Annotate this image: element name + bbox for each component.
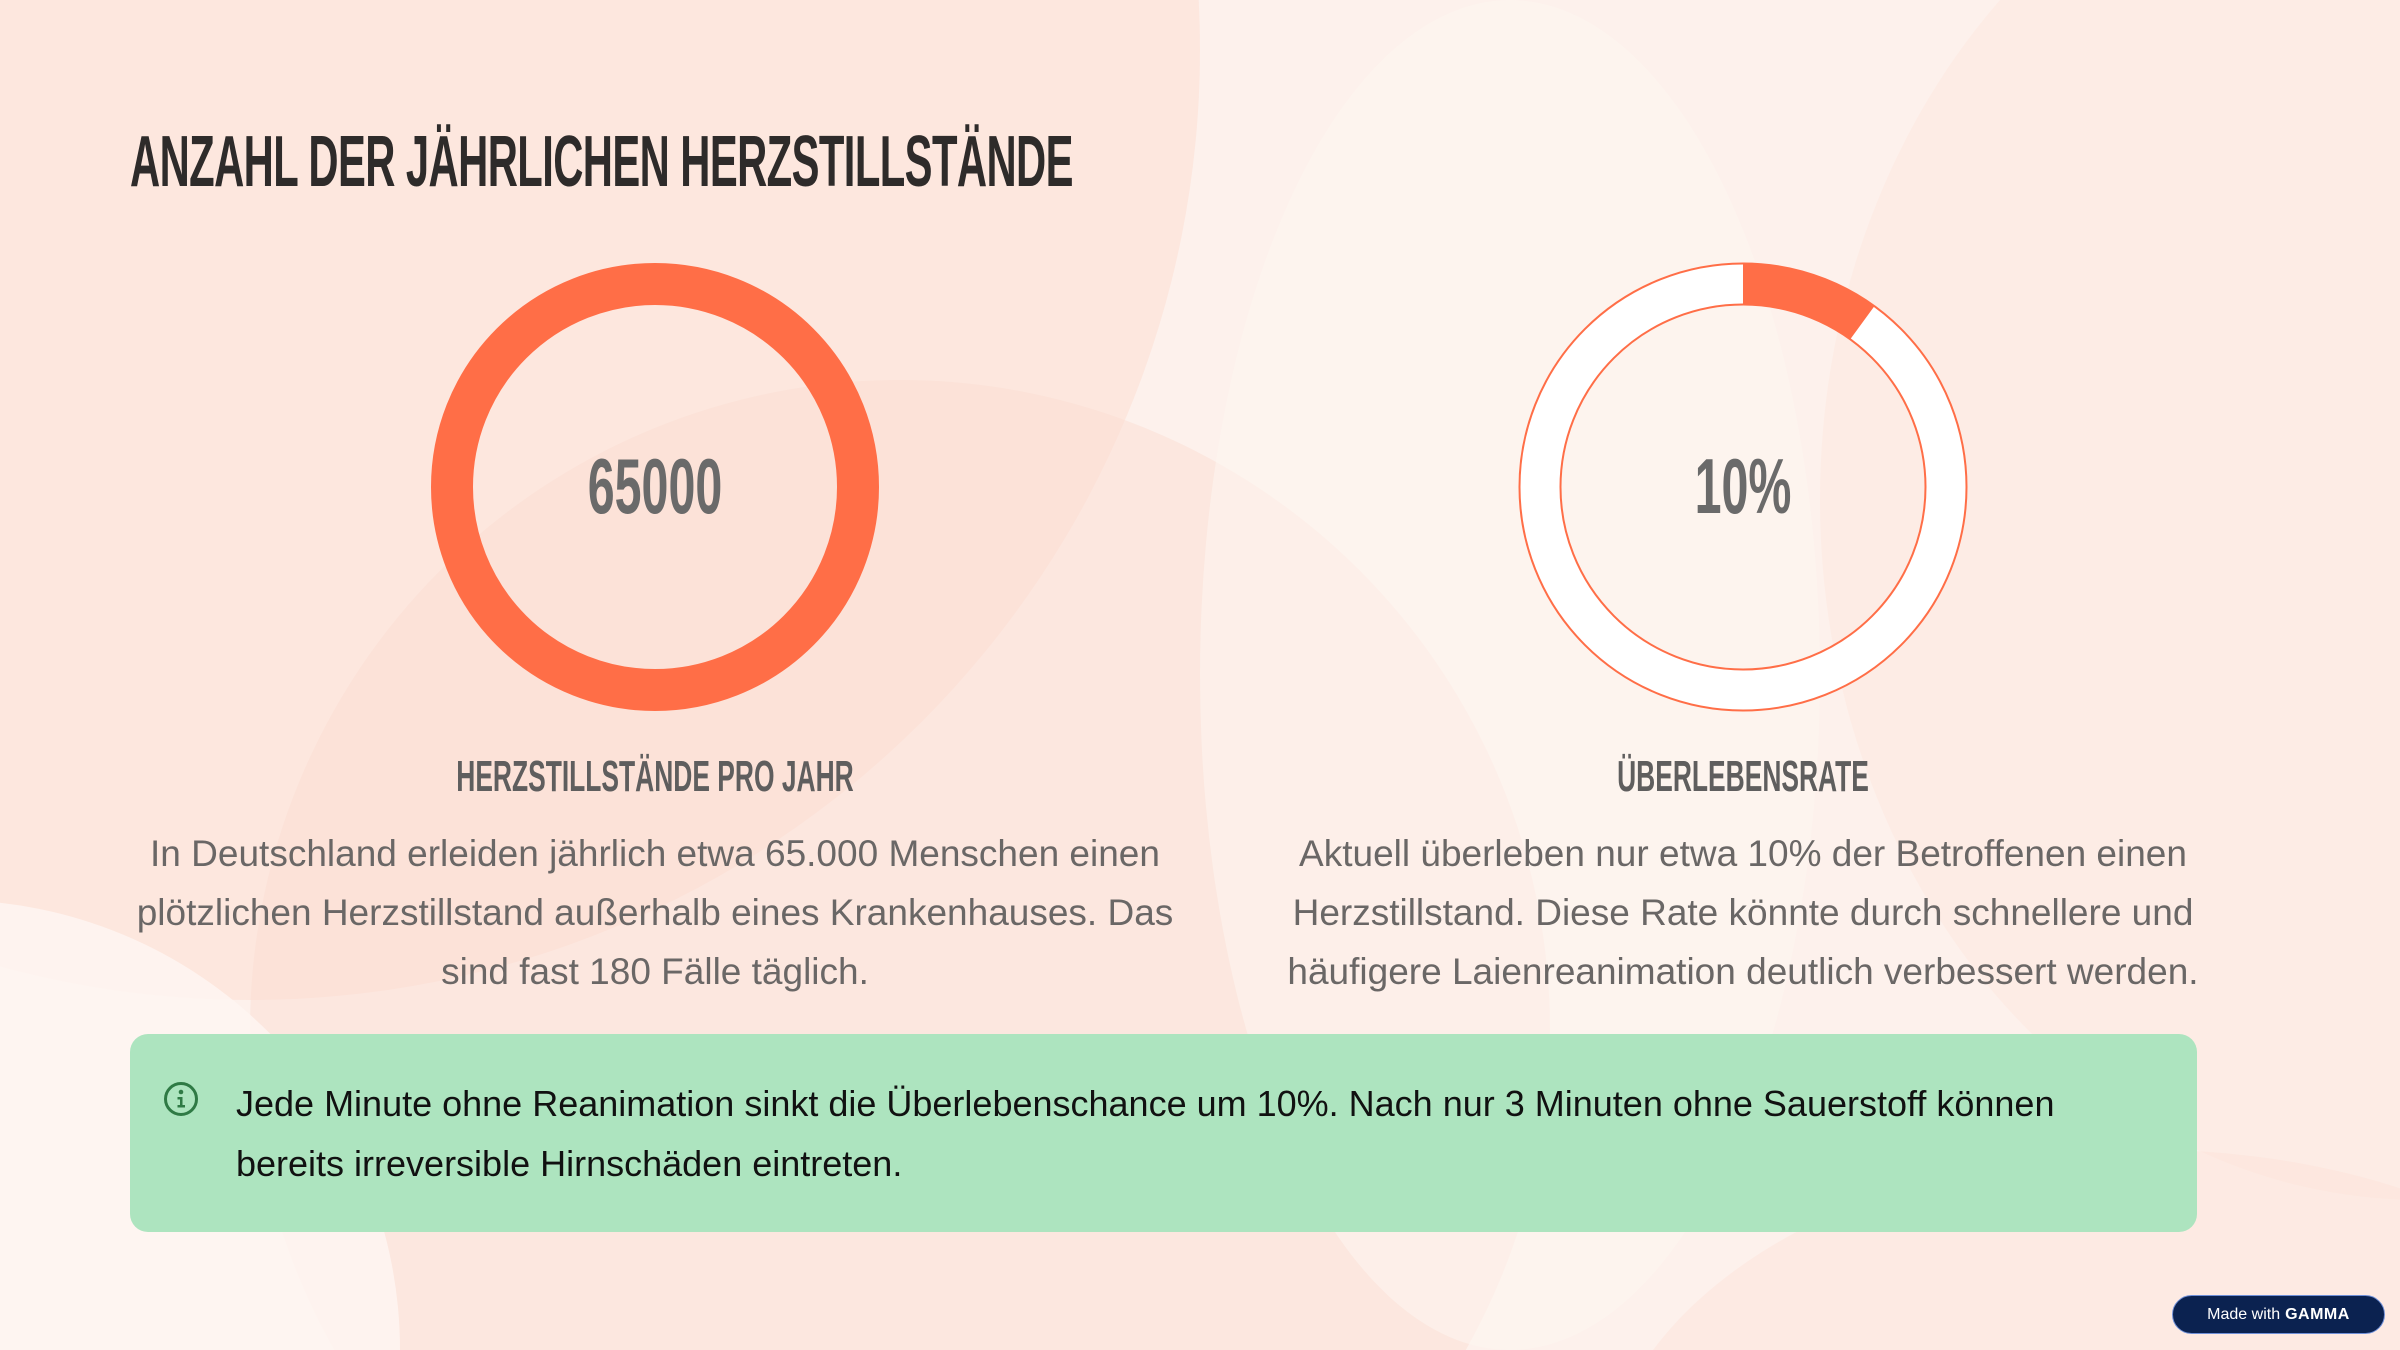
ring-full <box>431 263 879 711</box>
stat-label: HERZSTILLSTÄNDE PRO JAHR <box>456 752 854 801</box>
made-with-gamma-badge[interactable]: Made with GAMMA <box>2172 1295 2385 1334</box>
badge-prefix: Made with <box>2207 1305 2281 1323</box>
donut-chart: 65000 <box>430 262 880 712</box>
callout-text: Jede Minute ohne Reanimation sinkt die Ü… <box>236 1083 2055 1184</box>
info-circle-icon <box>164 1082 198 1116</box>
ring-partial <box>1518 262 1968 712</box>
info-callout: Jede Minute ohne Reanimation sinkt die Ü… <box>130 1034 2197 1232</box>
stat-value: 10% <box>1694 442 1792 530</box>
page-title: ANZAHL DER JÄHRLICHEN HERZSTILLSTÄNDE <box>130 122 1073 202</box>
stat-description: In Deutschland erleiden jährlich etwa 65… <box>136 833 1174 992</box>
stat-survival-rate: 10% ÜBERLEBENSRATE Aktuell überleben nur… <box>1213 262 2273 1001</box>
donut-chart: 10% <box>1518 262 1968 712</box>
gamma-logo: GAMMA <box>2285 1305 2350 1323</box>
stat-description: Aktuell überleben nur etwa 10% der Betro… <box>1287 833 2199 992</box>
stat-value: 65000 <box>587 442 723 530</box>
stat-annual-cardiac-arrests: 65000 HERZSTILLSTÄNDE PRO JAHR In Deutsc… <box>125 262 1185 1001</box>
stat-label: ÜBERLEBENSRATE <box>1617 752 1869 801</box>
